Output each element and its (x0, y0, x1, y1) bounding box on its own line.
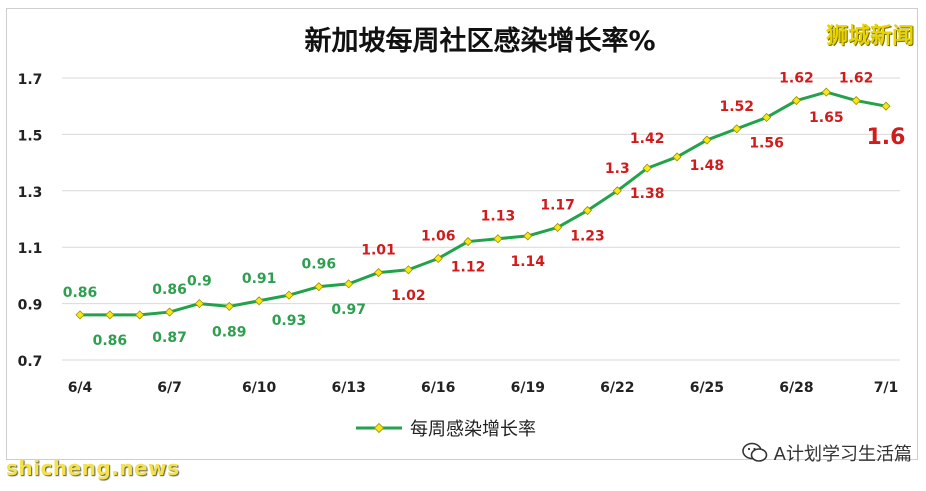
data-label: 0.89 (212, 324, 247, 340)
wechat-icon (741, 442, 768, 464)
wechat-account-name: A计划学习生活篇 (773, 444, 912, 465)
x-tick-label: 6/19 (511, 380, 545, 396)
data-point (791, 95, 802, 106)
data-label: 0.91 (242, 271, 277, 287)
data-label: 1.56 (749, 135, 784, 151)
data-label: 0.96 (302, 257, 337, 273)
y-tick-label: 0.9 (18, 298, 43, 314)
y-axis-ticks: 0.7 0.9 1.1 1.3 1.5 1.7 (18, 72, 43, 370)
data-label: 1.6 (867, 125, 906, 150)
data-point (463, 236, 473, 247)
data-label: 1.02 (391, 288, 426, 304)
data-point (881, 101, 891, 111)
data-label: 0.9 (187, 274, 212, 290)
x-tick-label: 6/25 (690, 380, 724, 396)
x-axis-ticks: 6/4 6/7 6/10 6/13 6/16 6/19 6/22 6/25 6/28 7/1 (68, 380, 899, 396)
data-point (523, 231, 533, 241)
x-tick-label: 6/10 (242, 380, 277, 396)
y-tick-label: 1.1 (18, 241, 43, 257)
data-point (433, 253, 443, 264)
data-point (553, 222, 563, 233)
data-point (612, 186, 622, 196)
x-tick-label: 6/7 (157, 380, 182, 396)
data-point (403, 265, 413, 275)
x-tick-label: 6/28 (779, 380, 813, 396)
data-label: 1.42 (630, 131, 665, 147)
x-tick-label: 6/4 (68, 380, 93, 396)
brand-watermark: 狮城新闻 (825, 24, 914, 49)
series-markers (75, 87, 891, 320)
data-label: 0.86 (152, 282, 187, 298)
chart-frame (6, 8, 918, 460)
source-watermark: shicheng.news (6, 456, 180, 480)
x-tick-label: 6/22 (600, 380, 634, 396)
data-label: 0.86 (63, 285, 98, 301)
x-tick-label: 6/16 (421, 380, 455, 396)
data-label: 1.14 (511, 254, 546, 270)
data-point (493, 234, 503, 244)
chart-title: 新加坡每周社区感染增长率% (304, 25, 655, 57)
data-point (642, 163, 652, 173)
data-label: 1.38 (630, 186, 665, 202)
series-line (80, 90, 887, 317)
data-label: 1.23 (570, 229, 605, 245)
data-label: 1.62 (839, 71, 874, 87)
data-label: 1.65 (809, 110, 844, 126)
data-point (702, 135, 712, 145)
data-point (314, 282, 324, 292)
y-tick-label: 0.7 (18, 354, 43, 370)
x-tick-label: 6/13 (331, 380, 365, 396)
data-label: 1.52 (719, 99, 754, 115)
data-point (164, 307, 175, 317)
y-tick-label: 1.3 (18, 185, 43, 201)
data-label: 1.62 (779, 71, 814, 87)
data-label: 0.97 (331, 302, 366, 318)
series-line-path (80, 90, 887, 317)
y-tick-label: 1.5 (18, 128, 43, 144)
data-label: 1.3 (605, 161, 630, 177)
data-point (194, 299, 204, 309)
data-label: 1.17 (540, 197, 575, 213)
data-point (582, 205, 593, 216)
data-label: 1.01 (361, 243, 396, 259)
data-label: 1.06 (421, 228, 456, 244)
data-label: 1.48 (690, 158, 725, 174)
legend-label: 每周感染增长率 (410, 419, 536, 440)
data-label: 0.86 (93, 333, 128, 349)
data-point (344, 279, 354, 289)
data-point (851, 95, 861, 106)
data-point (732, 124, 742, 134)
data-point (373, 268, 384, 278)
data-label: 1.13 (481, 209, 516, 225)
data-point (75, 310, 85, 320)
wechat-account: A计划学习生活篇 (741, 440, 912, 466)
data-point (284, 290, 294, 300)
data-label: 0.87 (152, 330, 187, 346)
data-label: 1.12 (451, 260, 486, 276)
x-tick-label: 7/1 (874, 380, 899, 396)
data-labels: 0.86 0.86 0.86 0.87 0.9 0.89 0.91 0.93 0.96 0.97 1… (63, 71, 906, 349)
data-point (224, 301, 234, 311)
data-point (672, 152, 682, 162)
legend: 每周感染增长率 (356, 419, 536, 440)
y-tick-label: 1.7 (18, 72, 43, 88)
data-point (821, 87, 831, 97)
legend-marker (373, 422, 385, 434)
data-point (762, 112, 772, 123)
data-label: 0.93 (272, 313, 307, 329)
data-point (105, 310, 115, 320)
data-point (135, 310, 145, 320)
data-point (254, 296, 264, 306)
